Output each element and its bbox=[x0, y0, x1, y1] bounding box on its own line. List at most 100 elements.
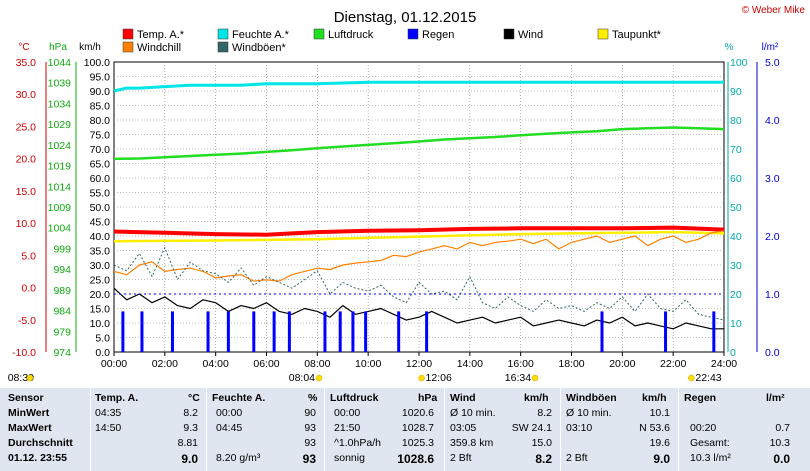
hdr-pressure: Luftdruck bbox=[330, 392, 379, 404]
sun-time-marker bbox=[531, 374, 539, 382]
y-tick-speed_kmh: 85.0 bbox=[90, 101, 111, 113]
legend-label: Feuchte A.* bbox=[232, 29, 290, 41]
row-label: MinWert bbox=[8, 407, 50, 419]
x-tick-label: 02:00 bbox=[152, 358, 178, 370]
x-tick-label: 00:00 bbox=[101, 358, 127, 370]
row-label: Durchschnitt bbox=[8, 437, 73, 449]
table-cell: 90 bbox=[304, 407, 316, 419]
x-tick-label: 20:00 bbox=[609, 358, 635, 370]
table-cell: sonnig bbox=[334, 452, 365, 464]
y-tick-rain_lm2: 3.0 bbox=[765, 173, 780, 185]
hdr-rain: Regen bbox=[684, 392, 717, 404]
table-cell: 93 bbox=[304, 422, 316, 434]
rain-bar bbox=[140, 311, 144, 352]
y-tick-pressure_hpa: 994 bbox=[53, 264, 71, 276]
x-tick-label: 12:00 bbox=[406, 358, 432, 370]
sun-times: 08:30 08:04 12:06 16:34 22:43 bbox=[8, 372, 722, 384]
rain-bar bbox=[272, 311, 276, 352]
table-cell: 9.0 bbox=[653, 452, 670, 466]
series-windben bbox=[113, 247, 725, 321]
y-tick-speed_kmh: 30.0 bbox=[90, 260, 111, 272]
legend-swatch bbox=[407, 28, 419, 40]
y-tick-temp_c: -5.0 bbox=[18, 315, 36, 327]
x-tick-label: 16:00 bbox=[508, 358, 534, 370]
table-cell: 1020.6 bbox=[401, 407, 434, 419]
y-tick-speed_kmh: 40.0 bbox=[90, 231, 111, 243]
axis-unit-speed: km/h bbox=[79, 42, 101, 53]
x-tick-label: 04:00 bbox=[203, 358, 229, 370]
table-cell: 8.2 bbox=[537, 407, 552, 419]
table-cell: 15.0 bbox=[531, 437, 552, 449]
table-cell: ^1.0hPa/h bbox=[334, 437, 381, 449]
y-tick-speed_kmh: 55.0 bbox=[90, 188, 111, 200]
series-tempa bbox=[113, 225, 725, 237]
y-tick-pressure_hpa: 1034 bbox=[48, 98, 72, 110]
table-cell: Gesamt: bbox=[690, 437, 730, 449]
rain-bar bbox=[252, 311, 256, 352]
row-label: 01.12. 23:55 bbox=[8, 452, 67, 464]
table-row: Durchschnitt 8.81 93 ^1.0hPa/h 1025.3 359.8 k… bbox=[0, 436, 810, 451]
y-tick-pressure_hpa: 979 bbox=[53, 326, 71, 338]
weather-chart: Dienstag, 01.12.2015 © Weber Mike Temp. … bbox=[8, 5, 806, 384]
y-tick-temp_c: 35.0 bbox=[16, 57, 37, 69]
y-tick-speed_kmh: 25.0 bbox=[90, 275, 111, 287]
hdr-pressure-unit: hPa bbox=[418, 392, 438, 404]
rain-bar bbox=[397, 311, 401, 352]
table-cell: 19.6 bbox=[649, 437, 670, 449]
y-tick-speed_kmh: 70.0 bbox=[90, 144, 111, 156]
y-tick-temp_c: -10.0 bbox=[12, 347, 36, 359]
legend-label: Windböen* bbox=[232, 42, 287, 54]
y-tick-humidity_pct: 70 bbox=[730, 144, 742, 156]
y-tick-speed_kmh: 5.0 bbox=[95, 333, 110, 345]
legend-swatch bbox=[217, 41, 229, 53]
table-cell: 93 bbox=[304, 437, 316, 449]
table-cell: 00:00 bbox=[216, 407, 243, 419]
y-tick-pressure_hpa: 1004 bbox=[48, 223, 72, 235]
y-tick-speed_kmh: 15.0 bbox=[90, 304, 111, 316]
y-tick-speed_kmh: 50.0 bbox=[90, 202, 111, 214]
table-cell: 1028.6 bbox=[397, 452, 434, 466]
series-layer bbox=[113, 80, 725, 352]
legend-label: Regen bbox=[422, 29, 454, 41]
table-cell: 2 Bft bbox=[566, 452, 588, 464]
legend-swatch bbox=[597, 28, 609, 40]
y-tick-temp_c: 30.0 bbox=[16, 89, 37, 101]
legend-label: Windchill bbox=[137, 42, 181, 54]
hdr-wind: Wind bbox=[450, 392, 476, 404]
axis-unit-temp: °C bbox=[18, 42, 29, 53]
axis-units: °C hPa km/h% l/m² bbox=[18, 42, 779, 53]
sun-time-noon: 12:06 bbox=[426, 372, 452, 384]
sun-time-marker bbox=[315, 374, 323, 382]
y-tick-rain_lm2: 4.0 bbox=[765, 115, 780, 127]
row-label: MaxWert bbox=[8, 422, 52, 434]
y-tick-pressure_hpa: 1024 bbox=[48, 140, 72, 152]
y-tick-speed_kmh: 10.0 bbox=[90, 318, 111, 330]
rain-bar bbox=[351, 311, 355, 352]
sun-time-moonrise: 08:30 bbox=[8, 372, 34, 384]
legend-swatch bbox=[217, 28, 229, 40]
hdr-humidity: Feuchte A. bbox=[212, 392, 266, 404]
y-tick-humidity_pct: 60 bbox=[730, 173, 742, 185]
legend-label: Luftdruck bbox=[328, 29, 374, 41]
table-cell: 9.3 bbox=[183, 422, 198, 434]
legend-swatch bbox=[313, 28, 325, 40]
x-tick-label: 14:00 bbox=[457, 358, 483, 370]
y-tick-humidity_pct: 90 bbox=[730, 86, 742, 98]
legend-swatch bbox=[122, 41, 134, 53]
table-row: MaxWert 14:50 9.3 04:45 93 21:50 1028.7 03:05 SW… bbox=[0, 421, 810, 436]
table-cell: 1028.7 bbox=[401, 422, 434, 434]
table-cell: 0.7 bbox=[775, 422, 790, 434]
table-cell: 03:05 bbox=[450, 422, 477, 434]
table-cell: 04:35 bbox=[95, 407, 122, 419]
legend-label: Taupunkt* bbox=[612, 29, 662, 41]
y-tick-temp_c: 20.0 bbox=[16, 154, 37, 166]
table-cell: 10.1 bbox=[649, 407, 670, 419]
y-tick-pressure_hpa: 1029 bbox=[48, 119, 72, 131]
rain-bar bbox=[338, 311, 342, 352]
table-cell: 10.3 bbox=[769, 437, 790, 449]
hdr-gust: Windböen bbox=[566, 392, 617, 404]
y-tick-rain_lm2: 5.0 bbox=[765, 57, 780, 69]
rain-bar bbox=[121, 311, 125, 352]
table-header: Sensor Temp. A. °C Feuchte A. % Luftdruc… bbox=[0, 391, 810, 406]
y-tick-humidity_pct: 80 bbox=[730, 115, 742, 127]
